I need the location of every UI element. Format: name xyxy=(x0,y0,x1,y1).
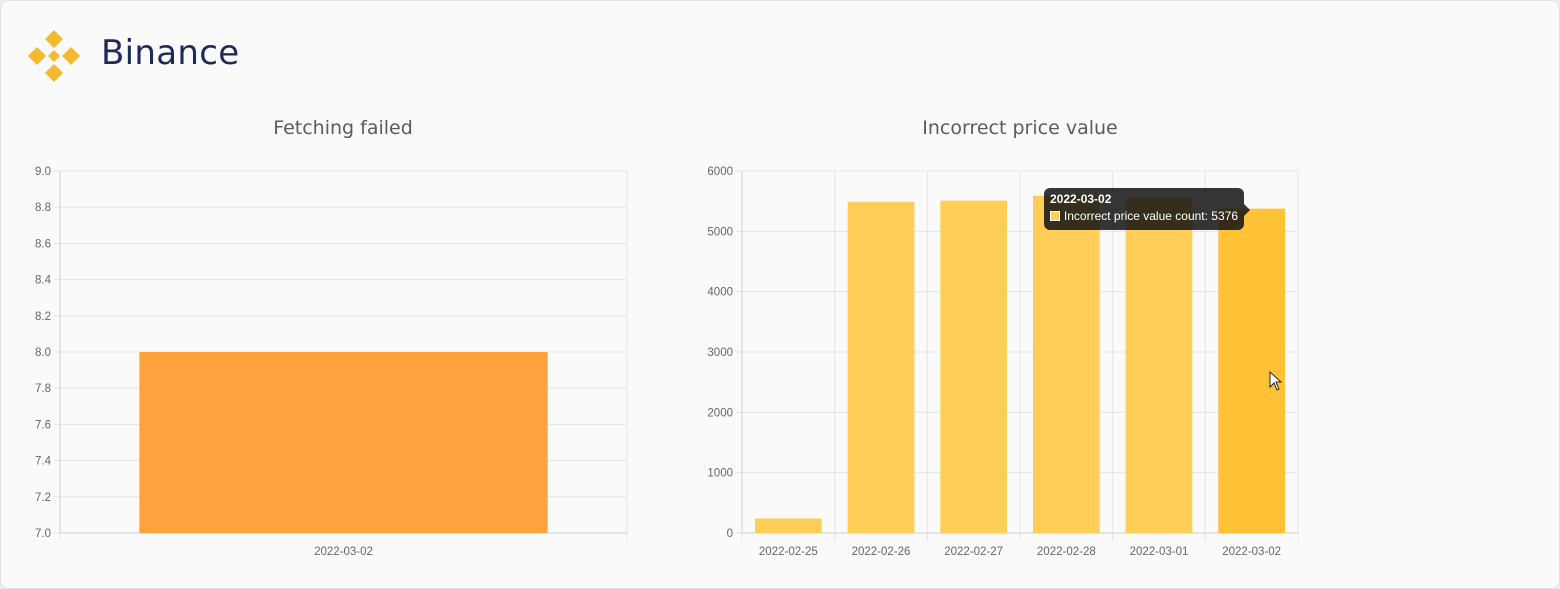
x-tick-label: 2022-02-26 xyxy=(852,546,911,558)
y-tick-label: 7.8 xyxy=(35,383,51,395)
brand-name: Binance xyxy=(101,33,240,73)
y-tick-label: 8.0 xyxy=(35,347,51,359)
x-tick-label: 2022-02-27 xyxy=(944,546,1003,558)
tooltip-color-swatch xyxy=(1050,211,1060,221)
y-tick-label: 8.6 xyxy=(35,238,51,250)
y-tick-label: 7.0 xyxy=(35,528,51,540)
chart-title-fetching-failed: Fetching failed xyxy=(273,117,413,139)
bar-2022-03-01[interactable] xyxy=(1125,198,1193,533)
y-tick-label: 7.2 xyxy=(35,492,51,504)
binance-logo-icon xyxy=(28,30,80,82)
bar-2022-02-28[interactable] xyxy=(1032,195,1100,533)
y-tick-label: 5000 xyxy=(707,226,733,238)
y-tick-label: 0 xyxy=(727,528,733,540)
y-tick-label: 2000 xyxy=(707,407,733,419)
x-tick-label: 2022-03-02 xyxy=(1222,546,1281,558)
incorrect-price-chart: 6000 5000 4000 3000 2000 1000 0 2022-02-25 2022-… xyxy=(707,166,1299,558)
x-tick-label: 2022-02-25 xyxy=(759,546,818,558)
y-tick-label: 4000 xyxy=(707,287,733,299)
chart-tooltip: 2022-03-02 Incorrect price value count: … xyxy=(1044,188,1250,230)
bar-2022-02-27[interactable] xyxy=(940,200,1008,533)
bar-2022-03-02[interactable] xyxy=(1218,208,1286,533)
x-tick-label: 2022-02-28 xyxy=(1037,546,1096,558)
y-tick-label: 8.8 xyxy=(35,202,51,214)
chart-title-incorrect-price: Incorrect price value xyxy=(922,117,1118,139)
bar-2022-02-26[interactable] xyxy=(847,201,915,533)
y-tick-label: 7.6 xyxy=(35,419,51,431)
x-tick-label: 2022-03-01 xyxy=(1130,546,1189,558)
y-tick-label: 7.4 xyxy=(35,456,52,468)
y-tick-label: 9.0 xyxy=(35,166,51,178)
y-tick-label: 1000 xyxy=(707,468,733,480)
y-tick-label: 8.2 xyxy=(35,311,51,323)
fetching-failed-chart: 9.0 8.8 8.6 8.4 8.2 8.0 7.8 7.6 7.4 7.2 7.0 2022-03… xyxy=(35,166,628,558)
bar-2022-02-25[interactable] xyxy=(754,518,822,533)
y-tick-label: 8.4 xyxy=(35,275,52,287)
bar-2022-03-02[interactable] xyxy=(139,352,548,533)
mouse-pointer-icon xyxy=(1269,371,1283,391)
y-tick-label: 3000 xyxy=(707,347,733,359)
y-tick-label: 6000 xyxy=(707,166,733,178)
tooltip-label: Incorrect price value count: 5376 xyxy=(1063,209,1238,223)
tooltip-title: 2022-03-02 xyxy=(1050,192,1112,206)
x-tick-label: 2022-03-02 xyxy=(314,546,373,558)
